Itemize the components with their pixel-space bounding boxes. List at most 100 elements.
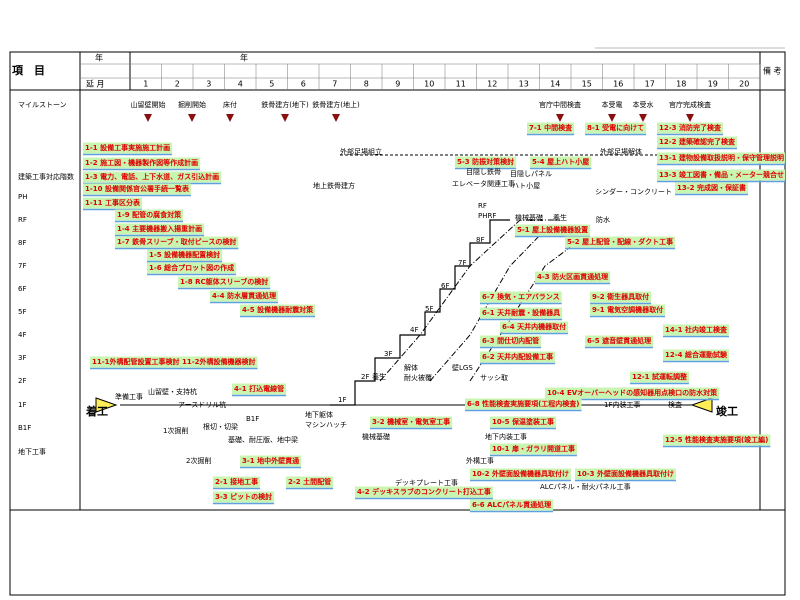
task-label: 10-1 扉・ガラリ開道工事 bbox=[492, 444, 575, 453]
milestone-marker bbox=[144, 114, 152, 122]
note-label: 外部足場解体 bbox=[600, 147, 642, 156]
month-label: 11 bbox=[456, 80, 466, 89]
note-label: 1F内装工事 bbox=[604, 400, 640, 409]
task-label: 1-1 設備工事実施施工計画 bbox=[85, 143, 170, 152]
task-label: 8-1 受電に向けて bbox=[587, 123, 644, 132]
task-highlight bbox=[545, 387, 720, 399]
month-label: 15 bbox=[582, 80, 592, 89]
note-label: 機械基礎 bbox=[515, 213, 543, 222]
task-highlight bbox=[90, 356, 182, 368]
task-highlight bbox=[535, 271, 611, 283]
task-label: 10-3 外壁面設備機器具取付け bbox=[577, 469, 674, 478]
milestone-label: 床付 bbox=[223, 100, 237, 109]
note-label: ハト小屋 bbox=[512, 181, 540, 190]
task-label: 1-6 総合プロット図の作成 bbox=[149, 263, 234, 272]
month-label: 1 bbox=[143, 80, 148, 89]
month-label: 13 bbox=[519, 80, 529, 89]
milestone-label: 本受水 bbox=[633, 100, 654, 109]
outer-frame bbox=[9, 51, 786, 596]
month-label: 10 bbox=[424, 80, 434, 89]
task-label: 1-10 設備関係官公署手続一覧表 bbox=[85, 184, 190, 193]
task-highlight bbox=[585, 335, 654, 347]
task-highlight bbox=[178, 276, 271, 288]
row-label: 8F bbox=[18, 239, 26, 247]
month-label: 6 bbox=[301, 80, 306, 89]
milestone-marker bbox=[686, 114, 694, 122]
note-label: 6F bbox=[441, 282, 449, 290]
task-highlight bbox=[515, 224, 591, 236]
note-label: 機械基礎 bbox=[362, 432, 390, 441]
note-label: 基礎、耐圧版、地中梁 bbox=[228, 435, 298, 444]
task-highlight bbox=[590, 304, 666, 316]
task-label: 6-8 性能検査実施要項(工程内検査) bbox=[467, 399, 579, 408]
task-label: 1-3 電力、電話、上下水道、ガス引込計画 bbox=[85, 172, 219, 181]
note-label: 2次掘削 bbox=[186, 456, 211, 465]
task-label: 3-1 地中外壁貫通 bbox=[242, 456, 300, 465]
task-label: 1-7 鉄骨スリーブ・取付ピースの検討 bbox=[117, 237, 236, 246]
note-label: 目隠しパネル bbox=[510, 169, 552, 178]
task-highlight bbox=[147, 262, 237, 274]
note-label: シンダー・コンクリート bbox=[595, 187, 672, 196]
floor-steps bbox=[330, 219, 510, 406]
task-highlight bbox=[115, 236, 239, 248]
milestone-label: 鉄骨建方(地上) bbox=[312, 100, 360, 109]
task-label: 6-4 天井内機器取付 bbox=[502, 322, 566, 331]
task-label: 13-2 完成図・保証書 bbox=[677, 183, 746, 192]
remarks-header: 備 考 bbox=[763, 66, 782, 76]
row-label: 7F bbox=[18, 262, 26, 270]
month-label: 8 bbox=[364, 80, 369, 89]
task-label: 2-2 土間配管 bbox=[288, 477, 331, 486]
task-label: 11-2外構設備機器検討 bbox=[182, 357, 256, 366]
task-highlight bbox=[83, 183, 191, 195]
finish-label: 竣工 bbox=[716, 404, 738, 418]
milestone-marker bbox=[332, 114, 340, 122]
month-label: 4 bbox=[238, 80, 243, 89]
task-highlight bbox=[663, 324, 729, 336]
task-highlight bbox=[565, 236, 676, 248]
task-label: 4-5 設備機器耐震対策 bbox=[242, 305, 314, 314]
note-label: PHRF bbox=[478, 212, 496, 220]
milestone-label: 本受電 bbox=[602, 100, 623, 109]
note-label: 準備工事 bbox=[115, 392, 143, 401]
note-label: 根切・切梁 bbox=[203, 422, 238, 431]
task-highlight bbox=[213, 491, 275, 503]
milestone-label: 官庁完成検査 bbox=[669, 100, 711, 109]
task-highlight bbox=[147, 249, 223, 261]
task-label: 1-4 主要機器搬入揚重計画 bbox=[117, 224, 202, 233]
task-highlight bbox=[490, 443, 577, 455]
task-highlight bbox=[657, 152, 785, 164]
finish-marker bbox=[690, 397, 713, 413]
milestone-label: 鉄骨建方(地下) bbox=[261, 100, 309, 109]
year-label: 年 bbox=[95, 53, 103, 63]
task-label: 6-7 換気・エアバランス bbox=[482, 292, 560, 301]
milestone-marker bbox=[556, 114, 564, 122]
note-label: 外部足場組立 bbox=[340, 147, 382, 156]
task-label: 4-3 防火区画貫通処理 bbox=[537, 272, 608, 281]
note-label: アースドリル杭 bbox=[178, 400, 226, 409]
task-label: 4-1 打込電線管 bbox=[234, 384, 284, 393]
task-highlight bbox=[465, 398, 582, 410]
note-label: 山留壁・支持杭 bbox=[148, 387, 197, 396]
task-highlight bbox=[115, 223, 205, 235]
month-label: 2 bbox=[175, 80, 180, 89]
task-highlight bbox=[83, 157, 201, 169]
note-label: 外構工事 bbox=[466, 456, 494, 465]
task-label: 10-4 EVオーバーヘッドの感知器用点検口の防水対策 bbox=[547, 388, 718, 397]
month-label: 5 bbox=[269, 80, 274, 89]
task-label: 13-3 竣工図書・備品・メーター競合せ bbox=[659, 170, 784, 179]
note-label: 1F bbox=[338, 396, 346, 404]
task-label: 5-2 屋上配管・配線・ダクト工事 bbox=[567, 237, 673, 246]
task-label: 1-11 工事区分表 bbox=[85, 198, 141, 207]
month-label: 7 bbox=[332, 80, 337, 89]
year-label: 年 bbox=[240, 53, 248, 63]
note-label: 5F bbox=[425, 305, 433, 313]
milestone-marker bbox=[188, 114, 196, 122]
note-label: 2F bbox=[361, 373, 369, 381]
start-label: 着工 bbox=[85, 404, 108, 418]
task-highlight bbox=[455, 156, 517, 168]
task-highlight bbox=[490, 416, 556, 428]
task-highlight bbox=[630, 371, 689, 383]
month-label: 9 bbox=[395, 80, 400, 89]
task-label: 7-1 中間検査 bbox=[529, 123, 573, 132]
milestone-marker bbox=[639, 114, 647, 122]
